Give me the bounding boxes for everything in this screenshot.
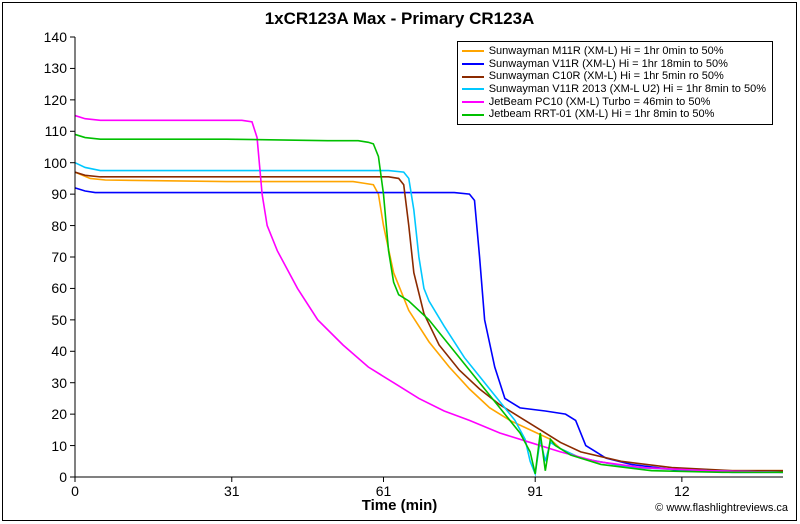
plot-area: 0102030405060708090100110120130140031619… xyxy=(75,37,783,477)
ytick-label: 0 xyxy=(59,469,67,485)
legend-label: Sunwayman V11R (XM-L) Hi = 1hr 18min to … xyxy=(489,58,728,71)
ytick-label: 120 xyxy=(44,92,67,108)
series-line xyxy=(75,172,783,471)
ytick-label: 70 xyxy=(51,249,67,265)
chart-title: 1xCR123A Max - Primary CR123A xyxy=(3,9,796,29)
ytick-label: 30 xyxy=(51,375,67,391)
legend-label: JetBeam PC10 (XM-L) Turbo = 46min to 50% xyxy=(489,96,711,109)
series-line xyxy=(75,172,783,471)
ytick-label: 140 xyxy=(44,29,67,45)
ytick-label: 80 xyxy=(51,218,67,234)
copyright-text: © www.flashlightreviews.ca xyxy=(655,502,788,514)
legend: Sunwayman M11R (XM-L) Hi = 1hr 0min to 5… xyxy=(457,41,773,125)
legend-item: Sunwayman V11R (XM-L) Hi = 1hr 18min to … xyxy=(462,58,766,71)
ytick-label: 40 xyxy=(51,343,67,359)
chart-frame: 1xCR123A Max - Primary CR123A Relative O… xyxy=(2,2,797,521)
ytick-label: 90 xyxy=(51,186,67,202)
xtick-label: 12 xyxy=(674,483,690,499)
legend-swatch xyxy=(462,76,484,78)
legend-label: Sunwayman C10R (XM-L) Hi = 1hr 5min ro 5… xyxy=(489,70,724,83)
ytick-label: 130 xyxy=(44,60,67,76)
series-line xyxy=(75,134,783,473)
legend-swatch xyxy=(462,114,484,116)
ytick-label: 100 xyxy=(44,155,67,171)
xtick-label: 91 xyxy=(527,483,543,499)
legend-item: Sunwayman C10R (XM-L) Hi = 1hr 5min ro 5… xyxy=(462,70,766,83)
xtick-label: 31 xyxy=(224,483,240,499)
ytick-label: 60 xyxy=(51,280,67,296)
xtick-label: 0 xyxy=(71,483,79,499)
ytick-label: 10 xyxy=(51,438,67,454)
legend-item: Sunwayman V11R 2013 (XM-L U2) Hi = 1hr 8… xyxy=(462,83,766,96)
legend-item: Jetbeam RRT-01 (XM-L) Hi = 1hr 8min to 5… xyxy=(462,108,766,121)
series-line xyxy=(75,188,783,472)
legend-label: Sunwayman M11R (XM-L) Hi = 1hr 0min to 5… xyxy=(489,45,724,58)
legend-item: Sunwayman M11R (XM-L) Hi = 1hr 0min to 5… xyxy=(462,45,766,58)
legend-swatch xyxy=(462,50,484,52)
ytick-label: 20 xyxy=(51,406,67,422)
xtick-label: 61 xyxy=(376,483,392,499)
legend-swatch xyxy=(462,101,484,103)
series-line xyxy=(75,163,783,474)
legend-item: JetBeam PC10 (XM-L) Turbo = 46min to 50% xyxy=(462,96,766,109)
ytick-label: 110 xyxy=(45,123,67,139)
ytick-label: 50 xyxy=(51,312,67,328)
legend-swatch xyxy=(462,88,484,90)
series-line xyxy=(75,116,783,473)
legend-swatch xyxy=(462,63,484,65)
legend-label: Sunwayman V11R 2013 (XM-L U2) Hi = 1hr 8… xyxy=(489,83,766,96)
legend-label: Jetbeam RRT-01 (XM-L) Hi = 1hr 8min to 5… xyxy=(489,108,715,121)
